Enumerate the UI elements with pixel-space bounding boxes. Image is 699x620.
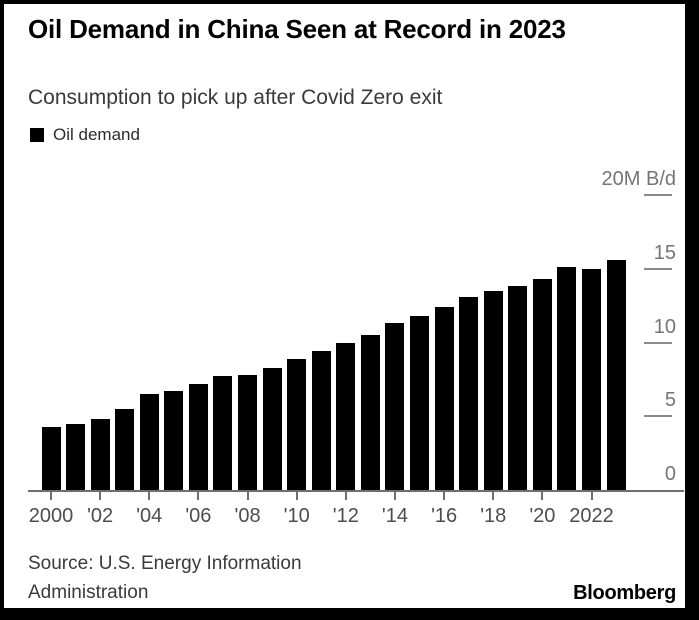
bar-2022 bbox=[582, 268, 602, 490]
x-axis-tick-2004 bbox=[148, 492, 151, 500]
bar-2004 bbox=[139, 394, 159, 490]
y-axis-label-15: 15 bbox=[653, 241, 676, 264]
chart-title: Oil Demand in China Seen at Record in 20… bbox=[28, 14, 566, 44]
bar-2000 bbox=[41, 426, 61, 490]
x-axis-label-2008: '08 bbox=[234, 505, 261, 527]
bar-2013 bbox=[360, 335, 380, 490]
y-axis-label-10: 10 bbox=[653, 315, 676, 338]
x-axis-label-2006: '06 bbox=[185, 505, 212, 527]
bar-2020 bbox=[532, 279, 552, 490]
bar-2003 bbox=[115, 408, 135, 490]
bar-2011 bbox=[311, 351, 331, 490]
bar-2018 bbox=[483, 290, 503, 490]
x-axis-tick-2002 bbox=[99, 492, 102, 500]
x-axis-tick-2018 bbox=[492, 492, 495, 500]
bar-2017 bbox=[459, 296, 479, 490]
chart-subtitle: Consumption to pick up after Covid Zero … bbox=[28, 86, 443, 109]
y-axis-tick-10 bbox=[644, 341, 672, 344]
legend: Oil demand bbox=[30, 125, 140, 145]
x-axis-label-2022: 2022 bbox=[569, 505, 614, 527]
x-axis-label-2020: '20 bbox=[529, 505, 556, 527]
y-axis-label-20: 20M B/d bbox=[601, 168, 676, 190]
y-axis-label-5: 5 bbox=[664, 389, 676, 412]
x-axis-label-2010: '10 bbox=[283, 505, 310, 527]
x-axis-line bbox=[28, 490, 684, 492]
bar-2008 bbox=[238, 374, 258, 490]
bar-2019 bbox=[508, 286, 528, 490]
x-axis-tick-2006 bbox=[197, 492, 200, 500]
x-axis-label-2018: '18 bbox=[480, 505, 507, 527]
x-axis-tick-2020 bbox=[541, 492, 544, 500]
bar-2015 bbox=[410, 315, 430, 490]
legend-label: Oil demand bbox=[53, 125, 140, 144]
y-axis-tick-20 bbox=[644, 194, 672, 196]
x-axis-tick-2000 bbox=[50, 492, 52, 500]
x-axis-label-2012: '12 bbox=[332, 505, 359, 527]
source-attribution: Source: U.S. Energy Information Administ… bbox=[28, 553, 302, 603]
x-axis-tick-2012 bbox=[344, 492, 347, 500]
bloomberg-logo: Bloomberg bbox=[573, 582, 676, 604]
bar-2023 bbox=[606, 259, 626, 490]
x-axis-label-2000: 2000 bbox=[28, 505, 74, 527]
x-axis-tick-2010 bbox=[295, 492, 298, 500]
x-axis-label-2014: '14 bbox=[381, 505, 408, 527]
bar-2021 bbox=[557, 267, 577, 490]
bar-2014 bbox=[385, 323, 405, 490]
chart-card: Oil Demand in China Seen at Record in 20… bbox=[4, 4, 685, 608]
bar-2010 bbox=[287, 358, 307, 490]
bar-2002 bbox=[90, 419, 110, 490]
x-axis-label-2016: '16 bbox=[431, 505, 458, 527]
bar-2009 bbox=[262, 367, 282, 490]
x-axis-tick-2008 bbox=[246, 492, 249, 500]
bar-2007 bbox=[213, 376, 233, 490]
bar-chart: 0 5 10 15 20M B/d 2000 '02 '04 '06 '08 '10 '12 '14 '1… bbox=[4, 4, 685, 608]
bar-2001 bbox=[66, 423, 86, 490]
y-axis-tick-15 bbox=[644, 267, 672, 270]
legend-swatch-icon bbox=[30, 128, 44, 142]
x-axis-tick-2016 bbox=[443, 492, 446, 500]
y-axis-label-0: 0 bbox=[664, 463, 676, 485]
y-axis-tick-5 bbox=[644, 415, 672, 418]
x-axis-tick-2022 bbox=[590, 492, 593, 500]
bar-2005 bbox=[164, 391, 184, 490]
bar-2016 bbox=[434, 307, 454, 490]
x-axis-tick-2014 bbox=[393, 492, 396, 500]
bar-2012 bbox=[336, 342, 356, 490]
x-axis-label-2004: '04 bbox=[136, 505, 163, 527]
x-axis-label-2002: '02 bbox=[87, 505, 114, 527]
bar-2006 bbox=[188, 383, 208, 490]
